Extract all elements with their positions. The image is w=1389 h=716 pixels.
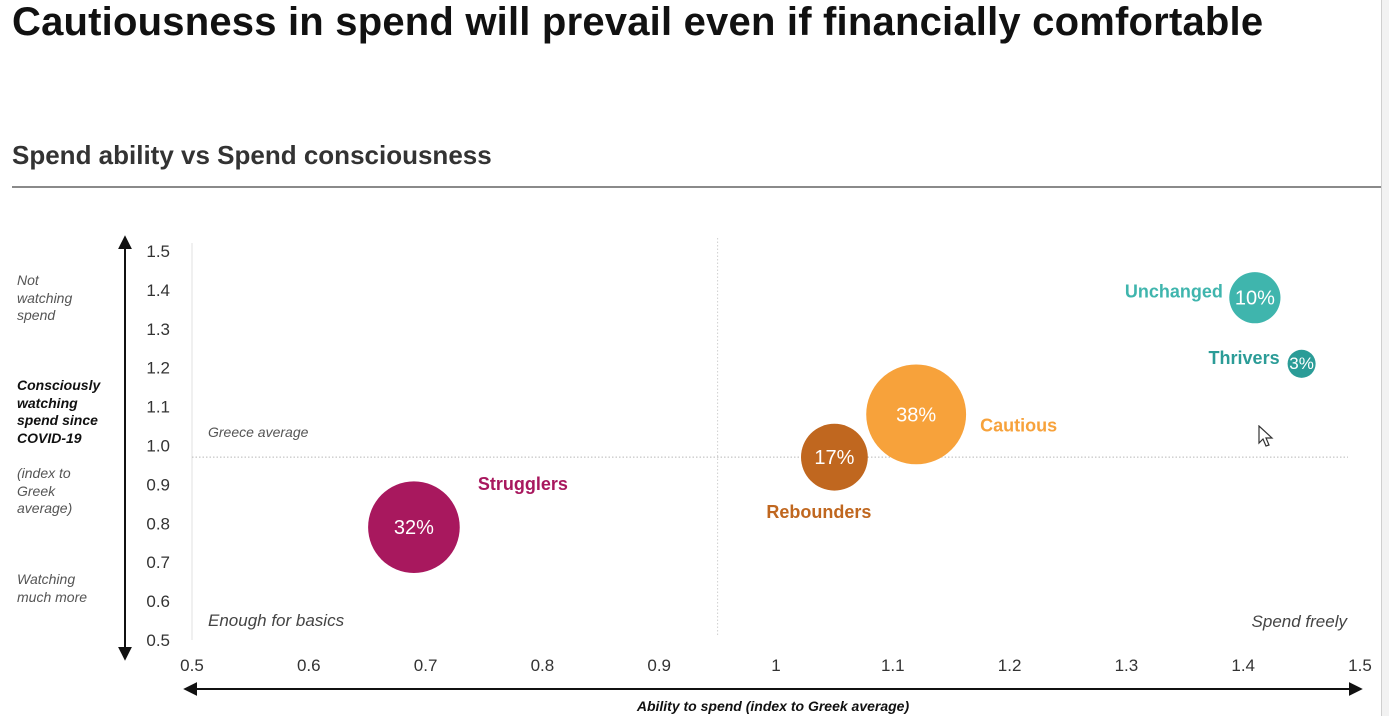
page-title: Cautiousness in spend will prevail even … <box>12 0 1264 44</box>
quadrant-label-bottom-right: Spend freely <box>1252 612 1349 631</box>
greece-average-label: Greece average <box>208 424 309 440</box>
y-tick-label: 1.4 <box>146 281 170 300</box>
y-tick-label: 1.2 <box>146 359 170 378</box>
bubble-value-unchanged: 10% <box>1235 288 1275 310</box>
y-tick-label: 0.6 <box>146 592 170 611</box>
segment-label-unchanged: Unchanged <box>1125 282 1223 302</box>
segment-label-thrivers: Thrivers <box>1209 348 1280 368</box>
bubble-unchanged <box>1229 272 1281 324</box>
segment-label-cautious: Cautious <box>980 415 1057 435</box>
y-note-bottom: Watching much more <box>17 571 88 605</box>
x-tick-label: 1.4 <box>1231 656 1255 675</box>
mouse-cursor-icon <box>1258 425 1274 447</box>
y-tick-label: 0.5 <box>146 631 170 650</box>
x-tick-label: 0.8 <box>531 656 555 675</box>
y-note-middle: Consciously watching spend since COVID-1… <box>17 377 101 446</box>
x-tick-label: 1.2 <box>998 656 1022 675</box>
x-tick-label: 0.7 <box>414 656 438 675</box>
chart-subtitle: Spend ability vs Spend consciousness <box>12 140 492 170</box>
x-tick-label: 0.9 <box>647 656 671 675</box>
x-tick-label: 1.3 <box>1115 656 1139 675</box>
bubble-value-strugglers: 32% <box>394 517 434 539</box>
bubble-value-thrivers: 3% <box>1289 354 1314 373</box>
y-note-index: (index to Greek average) <box>17 465 73 516</box>
bubble-cautious <box>866 364 967 465</box>
bubble-thrivers <box>1287 349 1316 378</box>
y-tick-label: 1.3 <box>146 320 170 339</box>
window-edge <box>1381 0 1389 716</box>
x-tick-label: 1.1 <box>881 656 905 675</box>
quadrant-label-bottom-left: Enough for basics <box>208 611 345 630</box>
bubble-value-rebounders: 17% <box>814 447 854 469</box>
y-tick-label: 1.0 <box>146 437 170 456</box>
segment-label-strugglers: Strugglers <box>478 474 568 494</box>
bubble-strugglers <box>368 481 460 574</box>
y-tick-label: 1.1 <box>146 398 170 417</box>
y-tick-label: 0.8 <box>146 514 170 533</box>
y-tick-label: 1.5 <box>146 242 170 261</box>
x-axis-label: Ability to spend (index to Greek average… <box>636 698 910 714</box>
y-note-top: Not watching spend <box>17 272 73 323</box>
title-divider <box>12 186 1382 188</box>
bubble-rebounders <box>801 423 868 491</box>
x-tick-label: 0.5 <box>180 656 204 675</box>
y-tick-label: 0.9 <box>146 475 170 494</box>
y-tick-label: 0.7 <box>146 553 170 572</box>
x-tick-label: 1.5 <box>1348 656 1372 675</box>
x-tick-label: 1 <box>771 656 780 675</box>
bubble-value-cautious: 38% <box>896 404 936 426</box>
x-tick-label: 0.6 <box>297 656 321 675</box>
segment-label-rebounders: Rebounders <box>766 502 871 522</box>
